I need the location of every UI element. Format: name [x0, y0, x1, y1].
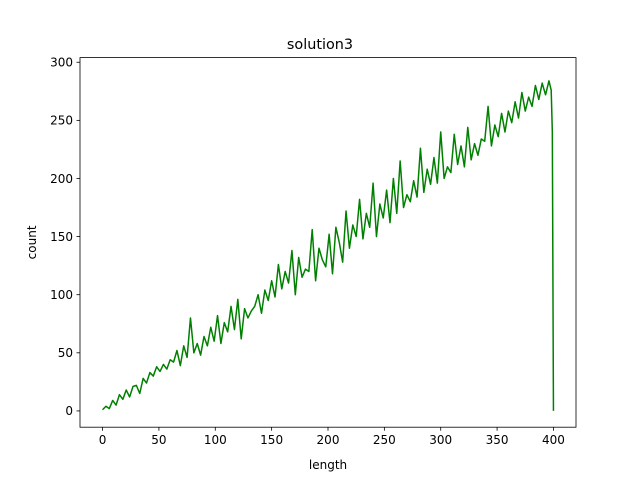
plot-area: [102, 80, 555, 411]
x-tick-label: 0: [99, 433, 107, 447]
x-tick-label: 300: [429, 433, 452, 447]
x-tick-label: 350: [486, 433, 509, 447]
x-tick-label: 200: [317, 433, 340, 447]
x-tick-label: 150: [260, 433, 283, 447]
plot-frame: [79, 57, 577, 428]
x-axis-label: length: [309, 458, 347, 472]
y-tick-label: 150: [50, 230, 73, 244]
y-axis-label: count: [25, 225, 39, 259]
chart-title: solution3: [287, 37, 353, 53]
y-tick-label: 200: [50, 172, 73, 186]
axis-ticks: 0 50 100 150 200 250 300 350 400 0 50 100 150 200 250 3…: [50, 56, 565, 448]
x-tick-label: 250: [373, 433, 396, 447]
x-tick-label: 100: [204, 433, 227, 447]
series-line-0: [102, 80, 555, 411]
y-tick-label: 100: [50, 288, 73, 302]
y-tick-label: 300: [50, 56, 73, 70]
y-tick-label: 250: [50, 114, 73, 128]
x-tick-label: 400: [542, 433, 565, 447]
y-tick-label: 0: [65, 404, 73, 418]
x-tick-label: 50: [151, 433, 166, 447]
y-tick-label: 50: [58, 346, 73, 360]
